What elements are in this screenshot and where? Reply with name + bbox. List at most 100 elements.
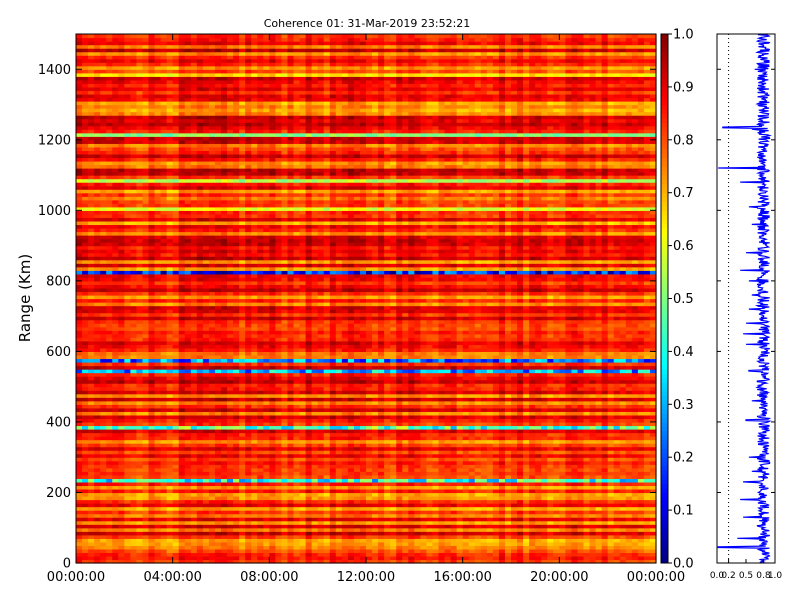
- heatmap-cell: [359, 499, 367, 504]
- heatmap-cell: [299, 418, 307, 423]
- heatmap-cell: [480, 397, 488, 402]
- heatmap-cell: [643, 407, 651, 412]
- heatmap-cell: [166, 513, 174, 518]
- heatmap-cell: [498, 503, 506, 508]
- heatmap-cell: [341, 552, 349, 557]
- heatmap-cell: [196, 478, 204, 483]
- heatmap-cell: [359, 495, 367, 501]
- heatmap-cell: [432, 443, 440, 448]
- heatmap-cell: [571, 393, 579, 398]
- heatmap-cell: [547, 464, 554, 469]
- heatmap-cell: [498, 520, 506, 525]
- heatmap-cell: [76, 393, 83, 398]
- heatmap-cell: [275, 478, 283, 483]
- heatmap-cell: [414, 397, 421, 402]
- heatmap-cell: [323, 428, 331, 434]
- heatmap-cell: [625, 390, 633, 395]
- heatmap-cell: [281, 404, 289, 409]
- heatmap-cell: [378, 397, 385, 402]
- heatmap-cell: [190, 495, 198, 501]
- heatmap-cell: [643, 460, 651, 465]
- heatmap-cell: [577, 478, 585, 483]
- heatmap-cell: [402, 478, 409, 483]
- heatmap-cell: [420, 397, 428, 402]
- heatmap-cell: [88, 510, 95, 515]
- heatmap-cell: [118, 467, 125, 472]
- heatmap-cell: [221, 485, 228, 490]
- heatmap-cell: [257, 386, 264, 391]
- heatmap-cell: [347, 421, 355, 427]
- heatmap-cell: [432, 520, 440, 525]
- heatmap-cell: [214, 503, 222, 508]
- heatmap-cell: [190, 527, 198, 532]
- heatmap-cell: [359, 453, 367, 458]
- heatmap-cell: [221, 513, 228, 518]
- heatmap-cell: [456, 492, 464, 497]
- heatmap-cell: [190, 492, 198, 497]
- heatmap-cell: [196, 513, 204, 518]
- heatmap-cell: [287, 425, 295, 430]
- heatmap-cell: [438, 517, 446, 522]
- heatmap-cell: [154, 397, 162, 402]
- heatmap-cell: [317, 555, 325, 561]
- heatmap-cell: [82, 411, 89, 416]
- heatmap-cell: [160, 552, 168, 557]
- heatmap-cell: [426, 481, 434, 487]
- heatmap-cell: [390, 393, 397, 398]
- heatmap-cell: [341, 488, 349, 494]
- heatmap-cell: [202, 503, 210, 508]
- heatmap-cell: [329, 499, 337, 504]
- heatmap-cell: [619, 531, 627, 536]
- heatmap-cell: [390, 432, 397, 437]
- heatmap-cell: [438, 545, 446, 550]
- heatmap-cell: [619, 481, 627, 487]
- heatmap-cell: [94, 407, 101, 412]
- heatmap-cell: [444, 555, 452, 561]
- heatmap-cell: [541, 538, 548, 543]
- heatmap-cell: [444, 506, 452, 511]
- heatmap-cell: [450, 460, 458, 465]
- heatmap-cell: [160, 432, 168, 437]
- heatmap-cell: [384, 506, 391, 511]
- heatmap-cell: [239, 503, 246, 508]
- heatmap-cell: [287, 383, 295, 388]
- heatmap-cell: [148, 499, 156, 504]
- heatmap-cell: [595, 548, 603, 554]
- heatmap-cell: [523, 411, 530, 416]
- heatmap-cell: [601, 520, 609, 525]
- heatmap-cell: [571, 499, 579, 504]
- heatmap-cell: [384, 488, 391, 494]
- heatmap-cell: [498, 460, 506, 465]
- heatmap-cell: [124, 555, 131, 561]
- heatmap-cell: [402, 460, 409, 465]
- heatmap-cell: [82, 517, 89, 522]
- heatmap-cell: [202, 386, 210, 391]
- heatmap-cell: [148, 450, 156, 455]
- heatmap-cell: [553, 555, 560, 561]
- heatmap-cell: [529, 559, 536, 564]
- heatmap-cell: [384, 383, 391, 388]
- heatmap-cell: [281, 503, 289, 508]
- heatmap-cell: [384, 393, 391, 398]
- heatmap-cell: [293, 460, 301, 465]
- heatmap-cell: [456, 418, 464, 423]
- heatmap-cell: [535, 555, 542, 561]
- heatmap-cell: [160, 457, 168, 462]
- heatmap-cell: [233, 414, 240, 420]
- heatmap-cell: [523, 443, 530, 448]
- heatmap-cell: [323, 400, 331, 405]
- heatmap-cell: [130, 404, 138, 409]
- heatmap-cell: [88, 418, 95, 423]
- heatmap-cell: [432, 397, 440, 402]
- heatmap-cell: [571, 450, 579, 455]
- heatmap-cell: [214, 488, 222, 494]
- heatmap-cell: [541, 492, 548, 497]
- heatmap-cell: [577, 397, 585, 402]
- heatmap-cell: [595, 513, 603, 518]
- heatmap-cell: [492, 428, 500, 434]
- heatmap-cell: [257, 520, 264, 525]
- heatmap-cell: [178, 552, 186, 557]
- heatmap-cell: [420, 386, 428, 391]
- heatmap-cell: [82, 538, 89, 543]
- heatmap-cell: [178, 492, 186, 497]
